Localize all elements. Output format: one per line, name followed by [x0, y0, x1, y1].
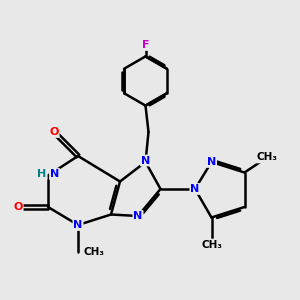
Text: N: N — [141, 155, 150, 166]
Text: CH₃: CH₃ — [201, 239, 222, 250]
Text: H: H — [38, 169, 46, 179]
Text: N: N — [74, 220, 82, 230]
Text: F: F — [142, 40, 149, 50]
Text: CH₃: CH₃ — [256, 152, 278, 163]
Text: O: O — [49, 127, 59, 137]
Text: N: N — [190, 184, 200, 194]
Text: N: N — [50, 169, 59, 179]
Text: N: N — [207, 157, 216, 167]
Text: O: O — [13, 202, 23, 212]
Text: N: N — [134, 211, 142, 221]
Text: CH₃: CH₃ — [83, 247, 104, 257]
